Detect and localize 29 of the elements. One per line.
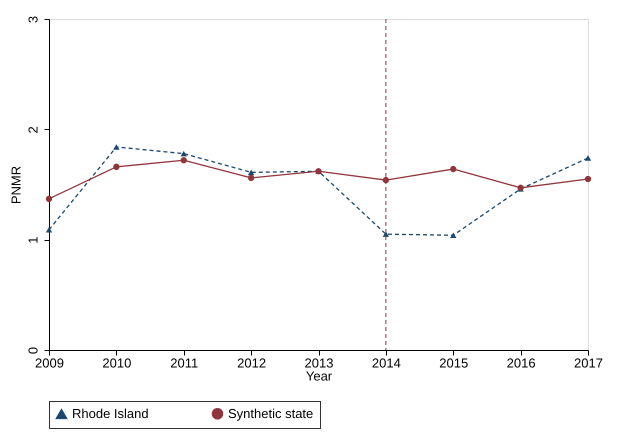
x-tick-label: 2011	[170, 356, 198, 370]
point	[450, 232, 456, 238]
point	[450, 166, 456, 172]
point	[46, 227, 52, 232]
x-tick-label: 2015	[439, 356, 468, 370]
y-tick-label: 1	[26, 236, 40, 244]
legend-label: Rhode Island	[72, 406, 149, 422]
x-tick-label: 2013	[304, 356, 334, 370]
y-tick-label: 0	[26, 346, 40, 354]
y-tick-label: 2	[26, 126, 40, 134]
point	[248, 174, 254, 182]
x-tick-label: 2014	[372, 356, 401, 370]
point	[180, 150, 187, 156]
x-tick-label: 2017	[574, 356, 603, 370]
x-tick-label: 2012	[237, 356, 266, 370]
x-axis-title: Year	[306, 368, 333, 384]
legend-label: Synthetic state	[228, 406, 314, 421]
y-axis-title: PNMR	[8, 166, 24, 204]
x-tick-label: 2016	[506, 356, 536, 370]
x-tick-label: 2009	[35, 356, 64, 370]
y-tick-label: 3	[26, 16, 40, 24]
point	[113, 144, 120, 150]
point	[46, 196, 52, 202]
point	[113, 164, 120, 170]
x-tick-label: 2010	[102, 356, 132, 370]
point	[584, 155, 592, 161]
point	[584, 176, 592, 182]
point	[180, 157, 187, 164]
point	[248, 170, 254, 176]
